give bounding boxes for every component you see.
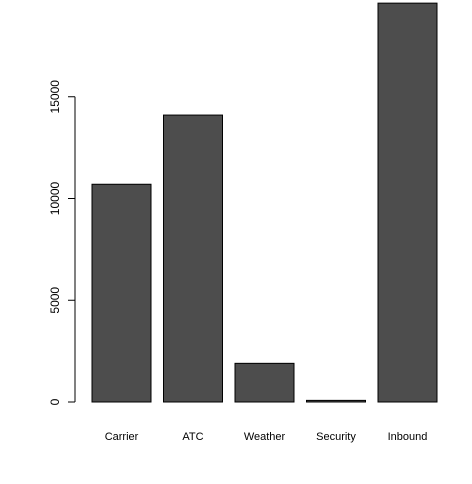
category-label-carrier: Carrier xyxy=(105,431,139,443)
category-label-inbound: Inbound xyxy=(388,431,428,443)
bar-security xyxy=(306,399,366,403)
bar-group xyxy=(91,2,438,403)
bar-carrier xyxy=(91,183,152,403)
y-axis: 0 5000 10000 15000 xyxy=(48,80,76,405)
category-label-security: Security xyxy=(316,431,356,443)
category-labels: Carrier ATC Weather Security Inbound xyxy=(105,431,428,443)
y-tick-label: 15000 xyxy=(48,80,62,114)
bar-inbound xyxy=(377,2,438,403)
bar-atc xyxy=(163,114,223,403)
y-tick-label: 0 xyxy=(48,398,62,405)
y-tick-label: 10000 xyxy=(48,181,62,215)
y-tick-label: 5000 xyxy=(48,287,62,314)
category-label-atc: ATC xyxy=(182,431,203,443)
category-label-weather: Weather xyxy=(244,431,286,443)
bar-weather xyxy=(234,362,295,403)
